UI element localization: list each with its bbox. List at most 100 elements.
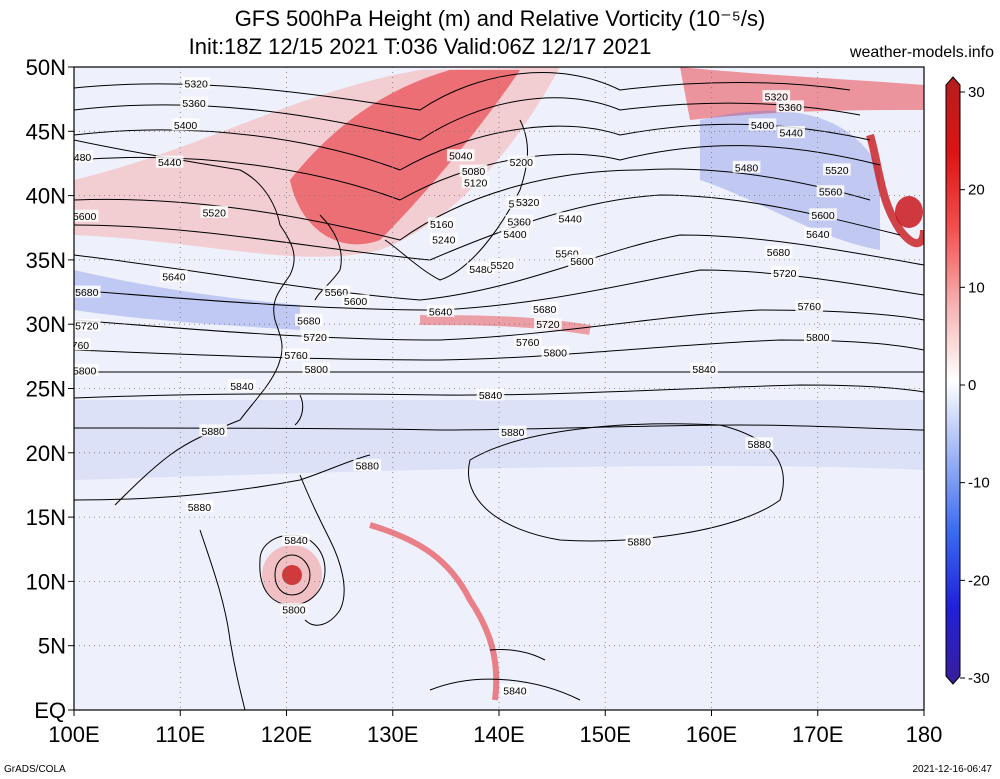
- height-contour: [74, 97, 861, 141]
- contour-label-bg: [568, 254, 596, 267]
- lon-tick-label: 170E: [792, 722, 843, 747]
- colorbar-tick-label: -10: [968, 475, 990, 492]
- colorbar: 30 20 10 0 -10 -20 -30: [945, 76, 990, 687]
- contour-label: 5760: [516, 337, 540, 349]
- contour-label: 5880: [356, 461, 380, 473]
- contour-label: 5440: [559, 214, 583, 226]
- lat-tick-label: 20N: [26, 441, 66, 466]
- contour-label: 5520: [203, 207, 227, 219]
- contour-label: 5600: [811, 210, 835, 222]
- contour-label-bg: [513, 195, 542, 208]
- contour-label-bg: [803, 330, 832, 343]
- colorbar-tick-label: -30: [968, 670, 990, 687]
- contour-label: 5840: [230, 381, 254, 393]
- contour-label: 5480: [469, 264, 493, 276]
- contour-label: 5840: [692, 364, 716, 376]
- contour-label-bg: [534, 317, 562, 330]
- contour-label: 5720: [75, 320, 99, 332]
- contour-label: 5680: [767, 247, 791, 259]
- vorticity-max-north-pacific: [895, 196, 923, 228]
- lat-tick-label: 40N: [26, 184, 66, 209]
- colorbar-tick-label: -20: [968, 572, 990, 589]
- coastline-japan: [384, 119, 528, 281]
- lon-tick-label: 110E: [155, 722, 205, 747]
- contour-label-bg: [74, 318, 101, 331]
- contour-label: 5720: [536, 319, 560, 331]
- contour-label-bg: [341, 294, 370, 307]
- contour-label-bg: [803, 227, 832, 240]
- contour-label-bg: [530, 302, 559, 315]
- colorbar-tick-label: 30: [968, 84, 985, 101]
- vorticity-region-weak-negative: [74, 400, 924, 480]
- vorticity-band-itcz: [369, 522, 500, 701]
- contour-label-bg: [74, 209, 99, 222]
- contour-label-bg: [505, 214, 533, 227]
- coastline-new-guinea: [489, 649, 546, 661]
- contour-label-bg: [823, 163, 851, 176]
- contour-label-bg: [777, 126, 805, 139]
- lat-tick-label: 5N: [38, 634, 66, 659]
- contour-label-bg: [776, 100, 804, 113]
- contour-label: 5800: [305, 364, 329, 376]
- contour-label: 5840: [284, 535, 308, 547]
- coastlines: [74, 119, 546, 710]
- lon-tick-label: 180: [906, 722, 943, 747]
- contour-label: 5680: [533, 304, 557, 316]
- chart-title: GFS 500hPa Height (m) and Relative Vorti…: [234, 6, 766, 31]
- contour-label-bg: [816, 185, 845, 198]
- contour-label-bg: [762, 90, 791, 103]
- coastline-asia: [74, 139, 295, 506]
- lat-tick-label: 35N: [26, 248, 66, 273]
- longitude-axis: 100E 110E 120E 130E 140E 150E 160E 170E 180: [48, 710, 942, 747]
- contour-label: 5600: [73, 211, 97, 223]
- coastline-philippines: [299, 474, 345, 626]
- contour-label: 5040: [449, 151, 473, 163]
- vorticity-band-subtropical: [419, 315, 591, 335]
- contour-label-bg: [301, 330, 329, 343]
- contour-label-bg: [771, 266, 799, 279]
- contour-label-bg: [180, 96, 208, 109]
- contour-label-bg: [74, 363, 99, 376]
- contour-label: 5320: [185, 79, 209, 91]
- vorticity-band-negative: [74, 270, 300, 330]
- contour-label: 5400: [503, 229, 527, 241]
- vorticity-spiral: [866, 133, 924, 248]
- contour-label: 5720: [304, 332, 328, 344]
- vorticity-core-positive: [290, 70, 520, 245]
- contour-label-bg: [160, 270, 188, 283]
- colorbar-tick-label: 20: [968, 182, 985, 199]
- contour-label-bg: [182, 77, 210, 90]
- contour-label: 5440: [780, 128, 804, 140]
- coastline-taiwan: [294, 394, 304, 426]
- contour-label-bg: [74, 150, 94, 163]
- contour-label: 5880: [628, 537, 652, 549]
- height-contour: [74, 424, 924, 431]
- contour-label: 5680: [75, 287, 99, 299]
- lon-tick-label: 150E: [580, 722, 631, 747]
- contour-label: 5520: [491, 260, 515, 272]
- contour-label: 5600: [344, 296, 368, 308]
- contour-label: 5880: [188, 502, 212, 514]
- height-contour: [74, 234, 924, 301]
- contour-label-bg: [200, 205, 229, 218]
- contour-label-bg: [295, 313, 323, 326]
- contour-label: 5360: [508, 216, 532, 228]
- contour-label-bg: [74, 338, 91, 351]
- coastline-korea: [314, 214, 342, 301]
- contour-label-bg: [501, 227, 529, 240]
- contour-label: 5800: [806, 332, 830, 344]
- contour-label: 5120: [464, 178, 488, 190]
- contour-label: 760: [72, 340, 90, 352]
- lon-tick-label: 160E: [686, 722, 737, 747]
- contour-label: 5160: [430, 219, 454, 231]
- lon-tick-label: 120E: [261, 722, 312, 747]
- contour-label: 5440: [158, 157, 182, 169]
- vorticity-field: [74, 67, 924, 701]
- typhoon-core: [282, 565, 302, 585]
- contour-label: 5800: [544, 347, 568, 359]
- contour-label-bg: [446, 149, 475, 162]
- colorbar-ticks: 30 20 10 0 -10 -20 -30: [960, 84, 990, 687]
